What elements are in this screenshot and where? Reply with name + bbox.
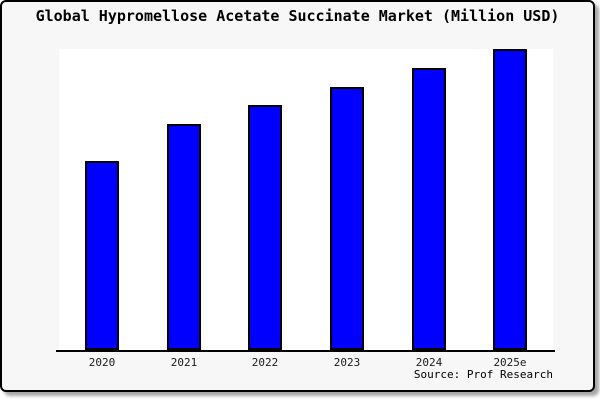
bar-2023 — [330, 87, 364, 350]
x-tick-2025e: 2025e — [493, 356, 527, 369]
bar-2022 — [248, 105, 282, 350]
chart-frame: Global Hypromellose Acetate Succinate Ma… — [0, 0, 595, 392]
bar-2025e — [493, 49, 527, 350]
x-axis-line — [56, 350, 555, 352]
x-tick-2020: 2020 — [88, 356, 116, 369]
chart-title: Global Hypromellose Acetate Succinate Ma… — [35, 7, 560, 25]
plot-area — [59, 49, 553, 351]
x-tick-2023: 2023 — [333, 356, 361, 369]
x-tick-2024: 2024 — [415, 356, 443, 369]
bar-2020 — [85, 161, 119, 350]
x-tick-2021: 2021 — [170, 356, 198, 369]
source-credit: Source: Prof Research — [413, 368, 553, 381]
x-tick-2022: 2022 — [251, 356, 279, 369]
bar-2021 — [167, 124, 201, 350]
bar-2024 — [412, 68, 446, 350]
